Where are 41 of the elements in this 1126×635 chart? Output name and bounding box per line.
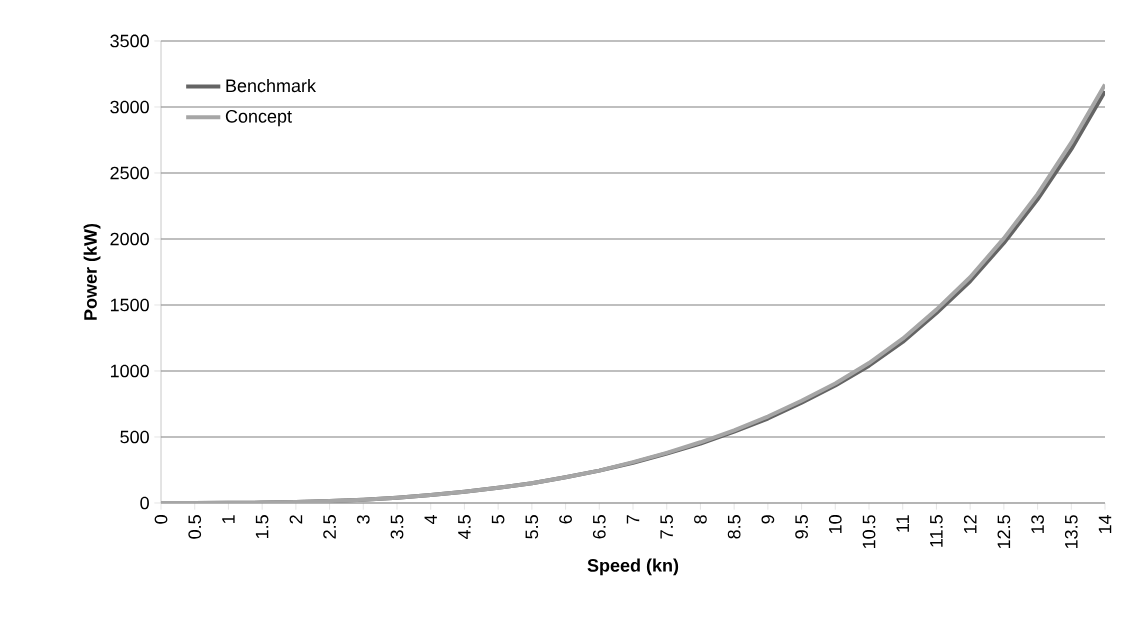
y-tick-label: 3000 bbox=[110, 100, 149, 114]
y-tick-label: 1000 bbox=[110, 364, 149, 378]
x-tick-label: 10.5 bbox=[862, 515, 876, 549]
x-tick-label: 11 bbox=[896, 515, 909, 532]
y-tick-label: 1500 bbox=[110, 298, 149, 312]
x-tick-label: 7 bbox=[626, 515, 640, 524]
x-tick-label: 13 bbox=[1031, 515, 1044, 534]
x-tick-label: 8 bbox=[694, 515, 707, 524]
x-tick-label: 12 bbox=[963, 515, 977, 534]
x-tick-label: 2 bbox=[289, 515, 303, 524]
x-tick-label: 3 bbox=[356, 515, 370, 524]
x-tick-label: 4 bbox=[424, 514, 437, 524]
x-tick-label: 3.5 bbox=[390, 515, 404, 539]
legend-label: Concept bbox=[225, 109, 292, 127]
y-tick-label: 0 bbox=[140, 496, 149, 510]
x-tick-label: 7.5 bbox=[660, 515, 673, 539]
x-axis-title: Speed (kn) bbox=[587, 558, 679, 576]
x-tick-label: 6.5 bbox=[592, 515, 606, 539]
x-tick-label: 6 bbox=[559, 515, 572, 524]
x-tick-label: 1 bbox=[222, 515, 235, 524]
x-tick-label: 14 bbox=[1098, 514, 1112, 534]
y-tick-label: 2500 bbox=[110, 166, 149, 180]
x-tick-label: 4.5 bbox=[458, 515, 471, 539]
x-tick-label: 8.5 bbox=[727, 515, 741, 539]
x-tick-label: 10 bbox=[828, 515, 842, 534]
x-tick-label: 0.5 bbox=[188, 515, 202, 539]
y-axis-title: Power (kW) bbox=[83, 223, 101, 320]
x-tick-label: 12.5 bbox=[997, 515, 1011, 549]
x-tick-label: 5.5 bbox=[525, 515, 539, 539]
y-tick-label: 3500 bbox=[110, 34, 149, 48]
x-tick-label: 13.5 bbox=[1064, 515, 1078, 549]
y-tick-label: 500 bbox=[120, 430, 149, 444]
x-tick-label: 5 bbox=[491, 515, 505, 524]
x-tick-label: 9.5 bbox=[795, 515, 808, 539]
legend-label: Benchmark bbox=[226, 78, 317, 93]
x-tick-label: 2.5 bbox=[323, 515, 336, 539]
y-tick-label: 2000 bbox=[110, 232, 149, 246]
x-tick-label: 11.5 bbox=[930, 515, 943, 547]
x-tick-label: 1.5 bbox=[255, 515, 269, 539]
x-tick-label: 9 bbox=[761, 515, 775, 524]
x-tick-label: 0 bbox=[154, 515, 168, 524]
